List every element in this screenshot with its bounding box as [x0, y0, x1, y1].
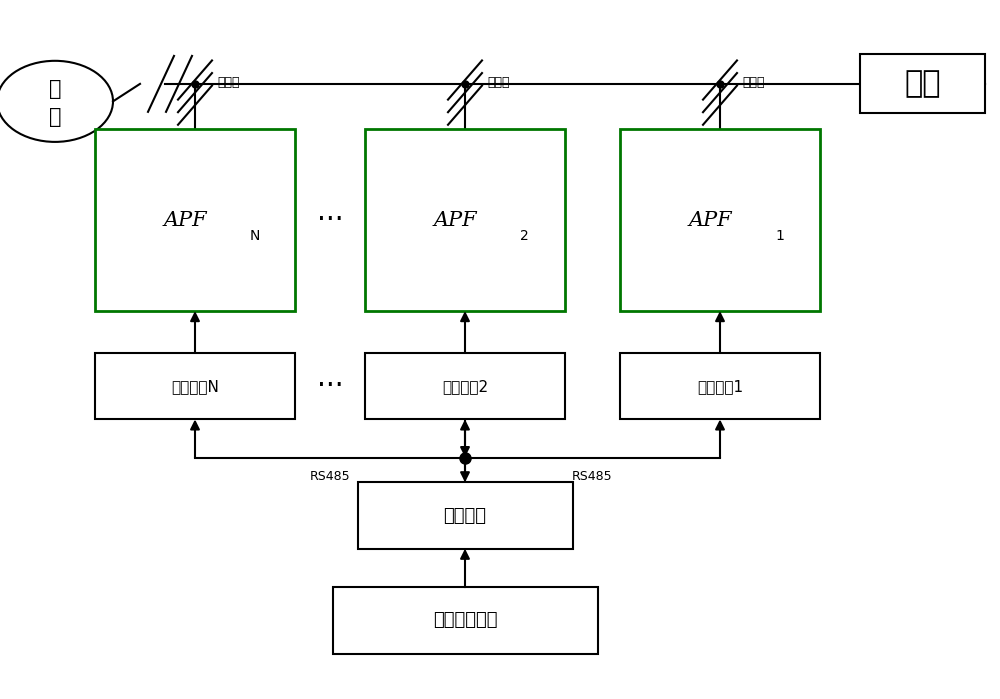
- Text: 2: 2: [520, 229, 529, 243]
- Text: ···: ···: [317, 206, 343, 234]
- Bar: [365, 129, 565, 311]
- Bar: [95, 129, 295, 311]
- Text: 1: 1: [775, 229, 784, 243]
- Text: 主控制器: 主控制器: [444, 507, 486, 524]
- Text: 断路器: 断路器: [487, 75, 510, 89]
- Text: 断路器: 断路器: [217, 75, 240, 89]
- Bar: [95, 353, 295, 419]
- Bar: [620, 129, 820, 311]
- Text: 用户输入单元: 用户输入单元: [433, 612, 497, 629]
- Text: 网: 网: [49, 107, 61, 127]
- Text: APF: APF: [433, 210, 477, 230]
- Text: 从控制剹1: 从控制剹1: [697, 379, 743, 394]
- Text: APF: APF: [688, 210, 732, 230]
- Text: 断路器: 断路器: [742, 75, 765, 89]
- Text: N: N: [250, 229, 260, 243]
- Text: 负载: 负载: [904, 69, 941, 98]
- Bar: [358, 482, 572, 549]
- Text: 电: 电: [49, 79, 61, 99]
- Text: 从控制器N: 从控制器N: [171, 379, 219, 394]
- Bar: [365, 353, 565, 419]
- Text: APF: APF: [163, 210, 207, 230]
- Text: ···: ···: [317, 372, 343, 401]
- Text: 从控制剹2: 从控制剹2: [442, 379, 488, 394]
- Text: RS485: RS485: [572, 470, 613, 484]
- Text: RS485: RS485: [310, 470, 350, 484]
- Bar: [332, 587, 598, 654]
- Bar: [620, 353, 820, 419]
- Bar: [860, 54, 985, 113]
